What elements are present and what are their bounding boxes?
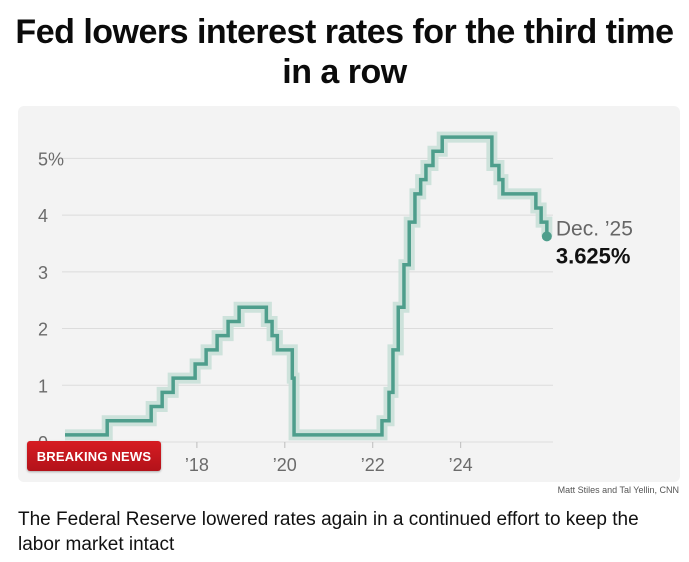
y-tick-label: 5% — [38, 149, 64, 169]
line-layer — [65, 135, 552, 437]
y-tick-label: 3 — [38, 263, 48, 283]
chart-panel: 012345%’18’20’22’24 Dec. ’253.625% — [18, 106, 680, 482]
rate-step-line — [65, 135, 549, 437]
x-tick-label: ’18 — [185, 455, 209, 475]
caption: The Federal Reserve lowered rates again … — [18, 509, 639, 555]
y-tick-label: 4 — [38, 206, 48, 226]
breaking-news-badge: BREAKING NEWS — [27, 441, 161, 471]
y-tick-label: 2 — [38, 320, 48, 340]
annotation-layer: Dec. ’25 3.625% — [556, 217, 633, 268]
x-tick-label: ’22 — [361, 455, 385, 475]
chart-credit: Matt Stiles and Tal Yellin, CNN — [557, 485, 679, 495]
endpoint-dot — [541, 231, 552, 242]
annotation-date: Dec. ’25 — [556, 217, 633, 240]
target-range-band — [65, 131, 553, 441]
x-tick-label: ’24 — [449, 455, 473, 475]
rate-chart: 012345%’18’20’22’24 Dec. ’253.625% — [38, 131, 633, 475]
grid-layer — [62, 157, 553, 448]
headline: Fed lowers interest rates for the third … — [15, 13, 674, 91]
range-band-layer — [65, 131, 553, 441]
y-tick-label: 1 — [38, 376, 48, 396]
annotation-value: 3.625% — [556, 243, 631, 268]
x-tick-label: ’20 — [273, 455, 297, 475]
